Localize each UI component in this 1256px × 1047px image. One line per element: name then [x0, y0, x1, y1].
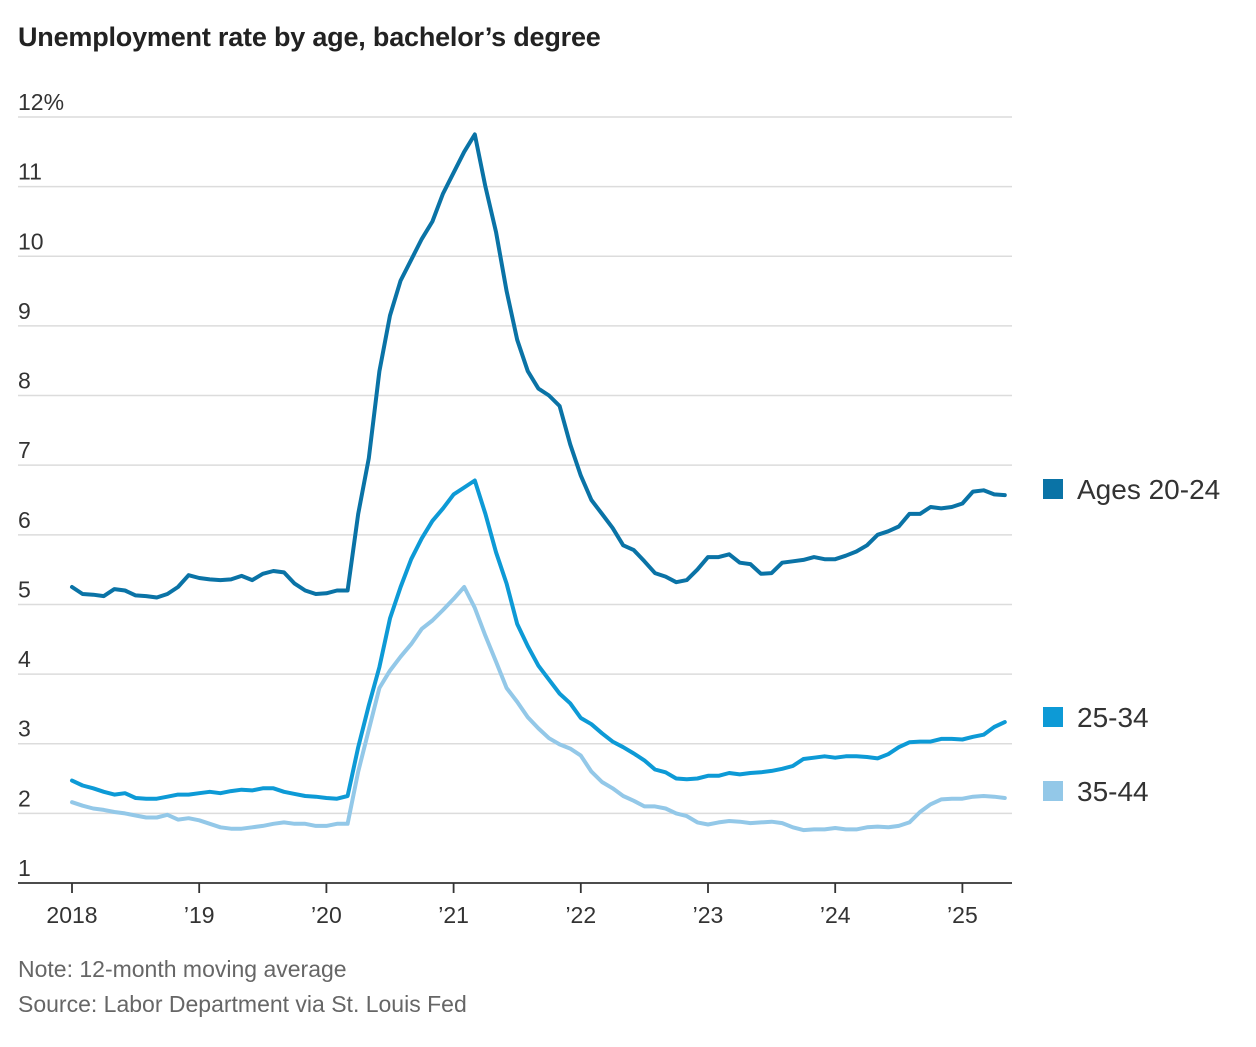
series-line-35-44 — [70, 585, 1007, 833]
series-line-ages-20-24 — [70, 132, 1007, 600]
y-tick-label: 11 — [18, 159, 42, 185]
legend-label: 25-34 — [1077, 702, 1149, 733]
x-tick-label: ’23 — [693, 902, 724, 928]
series-layer — [70, 132, 1007, 833]
y-tick-label: 12% — [18, 89, 64, 115]
y-tick-label: 5 — [18, 576, 31, 602]
legend-label: 35-44 — [1077, 776, 1149, 807]
y-tick-label: 7 — [18, 437, 31, 463]
legend-swatch — [1043, 781, 1063, 801]
legend-swatch — [1043, 707, 1063, 727]
y-tick-label: 1 — [18, 855, 31, 881]
y-tick-label: 10 — [18, 228, 44, 254]
y-tick-label: 6 — [18, 507, 31, 533]
legend-label: Ages 20-24 — [1077, 474, 1220, 505]
y-tick-label: 2 — [18, 785, 31, 811]
x-axis: 2018 ’19 ’20 ’21 ’22 ’23 ’24 ’25 — [18, 882, 1012, 928]
y-tick-label: 8 — [18, 368, 31, 394]
y-tick-label: 4 — [18, 646, 31, 672]
x-tick-label: ’21 — [438, 902, 469, 928]
series-line-25-34 — [70, 478, 1007, 801]
chart-title: Unemployment rate by age, bachelor’s deg… — [18, 22, 601, 52]
x-tick-label: ’25 — [947, 902, 978, 928]
x-tick-label: ’20 — [311, 902, 342, 928]
y-tick-label: 9 — [18, 298, 31, 324]
x-tick-label: ’22 — [565, 902, 596, 928]
x-tick-label: ’24 — [820, 902, 851, 928]
legend: Ages 20-24 25-34 35-44 — [1043, 474, 1220, 807]
x-tick-label: 2018 — [46, 902, 97, 928]
x-tick-label: ’19 — [184, 902, 215, 928]
grid-layer: 1 2 3 4 5 6 7 8 9 10 11 12% — [18, 89, 1012, 881]
chart-note: Note: 12-month moving average — [18, 956, 347, 982]
chart-source: Source: Labor Department via St. Louis F… — [18, 991, 467, 1017]
y-tick-label: 3 — [18, 716, 31, 742]
legend-swatch — [1043, 479, 1063, 499]
